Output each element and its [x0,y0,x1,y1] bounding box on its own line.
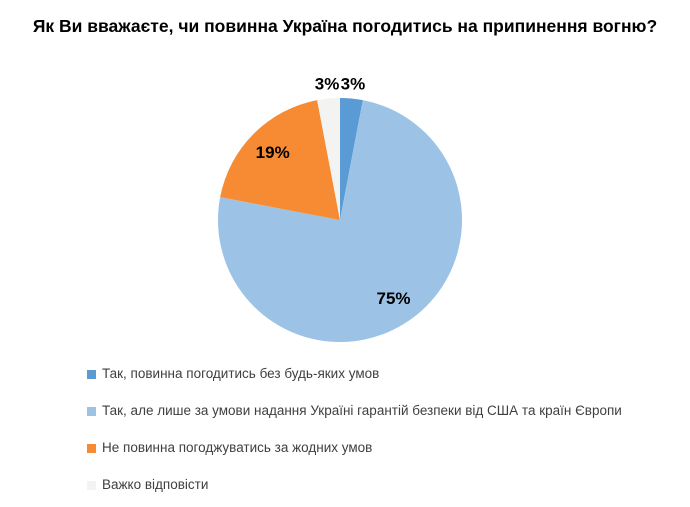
legend: Так, повинна погодитись без будь-яких ум… [87,366,622,493]
legend-label: Так, але лише за умови надання Україні г… [102,403,622,418]
legend-item: Так, але лише за умови надання Україні г… [87,403,622,419]
legend-label: Не повинна погоджуватись за жодних умов [102,440,373,455]
legend-item: Не повинна погоджуватись за жодних умов [87,440,622,456]
legend-label: Важко відповісти [102,477,209,492]
slice-percentage-label: 3% [341,75,366,94]
legend-item: Так, повинна погодитись без будь-яких ум… [87,366,622,382]
legend-swatch [87,406,96,416]
legend-item: Важко відповісти [87,477,622,493]
slice-percentage-label: 19% [256,143,290,162]
pie-slice [217,100,462,342]
slice-percentage-label: 3% [315,75,340,94]
pie-slice [220,100,340,220]
legend-swatch [87,369,96,379]
pie-slice [317,97,340,220]
chart-title: Як Ви вважаєте, чи повинна Україна погод… [32,16,658,36]
legend-swatch [87,480,96,490]
pie-slice [340,98,363,220]
slice-percentage-label: 75% [376,289,410,308]
legend-label: Так, повинна погодитись без будь-яких ум… [102,366,380,381]
legend-swatch [87,443,96,453]
